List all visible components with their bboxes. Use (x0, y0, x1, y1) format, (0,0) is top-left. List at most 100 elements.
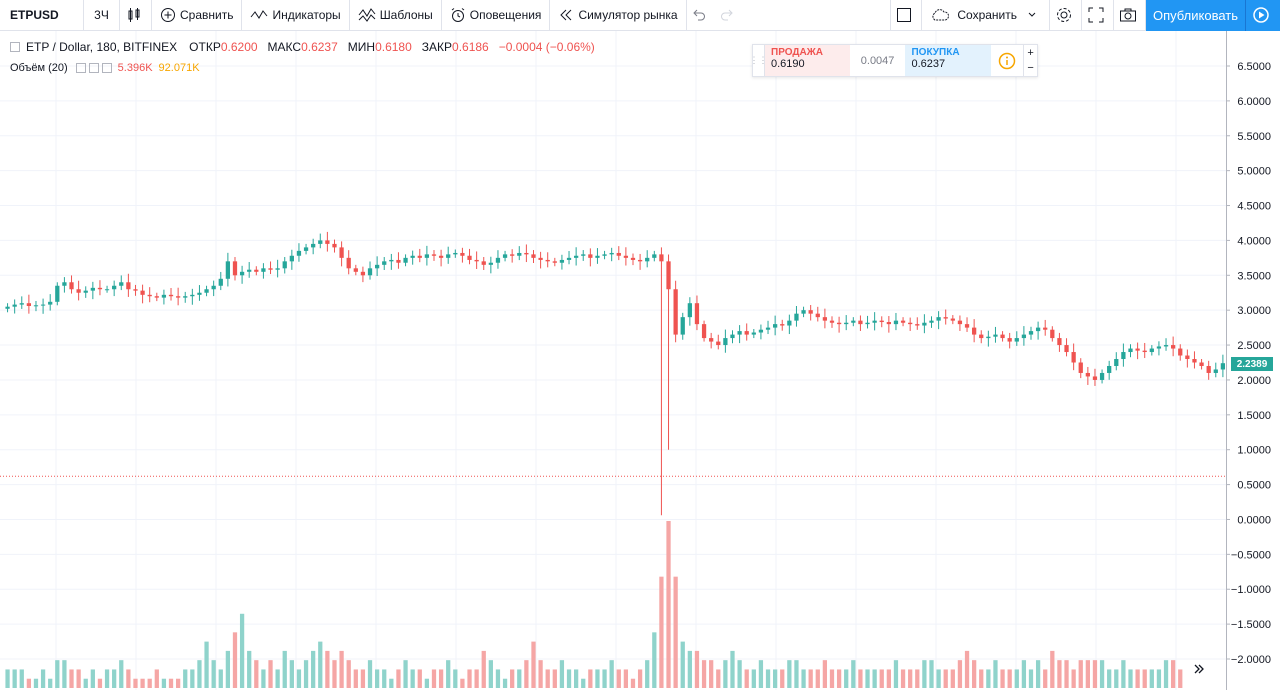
candle-body (801, 310, 806, 314)
minus-icon[interactable]: − (1027, 62, 1034, 75)
volume-bar (972, 660, 977, 688)
volume-bar (33, 678, 39, 688)
y-tick-label: −0.5000 (1231, 549, 1271, 561)
chart-type-button[interactable] (120, 0, 152, 31)
change-value: −0.0004 (−0.06%) (498, 40, 595, 54)
candle-body (147, 294, 152, 297)
candle-body (12, 304, 17, 307)
buy-button[interactable]: ПОКУПКА 0.6237 (905, 45, 992, 76)
replay-button[interactable]: Симулятор рынка (550, 0, 687, 31)
candle-body (417, 255, 422, 258)
snapshot-button[interactable] (1114, 0, 1146, 31)
candle-body (545, 259, 550, 262)
layout-button[interactable] (890, 0, 923, 31)
quantity-stepper[interactable]: + − (1023, 45, 1037, 76)
compare-label: Сравнить (180, 8, 234, 22)
volume-bar (1092, 660, 1098, 688)
volume-bar (360, 669, 366, 688)
sell-button[interactable]: ПРОДАЖА 0.6190 (765, 45, 850, 76)
publish-button[interactable]: Опубликовать (1146, 0, 1246, 31)
candle-body (559, 259, 565, 263)
candle-body (474, 259, 479, 262)
play-button[interactable] (1246, 0, 1280, 31)
candle-body (623, 255, 629, 258)
volume-bar (773, 669, 778, 688)
candle-body (630, 257, 636, 260)
settings-button[interactable] (1050, 0, 1082, 31)
candle-body (1220, 363, 1226, 370)
volume-bar (239, 613, 245, 688)
price-chart[interactable]: 6.5000 6.0000 5.5000 5.0000 4.5000 4.0000 3.50… (0, 31, 1280, 690)
candle-body (175, 296, 181, 298)
camera-icon (1119, 8, 1136, 22)
candle-body (829, 320, 835, 323)
candle-body (1185, 355, 1190, 360)
double-chevron-right-icon (1194, 664, 1204, 674)
volume-bar (794, 660, 799, 688)
candle-body (460, 252, 465, 256)
volume-bar (311, 650, 316, 688)
candle-body (382, 261, 387, 265)
candle-body (69, 282, 74, 290)
symbol-search-button[interactable]: ETPUSD (0, 0, 84, 31)
y-tick-label: 3.5000 (1237, 270, 1271, 282)
candle-body (339, 247, 344, 258)
collapse-legend-icon[interactable] (10, 42, 20, 52)
legend-symbol[interactable]: ETP / Dollar, 180, BITFINEX (26, 40, 178, 54)
eye-icon[interactable] (75, 63, 86, 73)
volume-bar (616, 669, 621, 688)
candle-body (538, 257, 543, 260)
alerts-button[interactable]: Оповещения (442, 0, 551, 31)
volume-bar (282, 650, 287, 688)
info-button[interactable] (991, 45, 1023, 76)
volume-bar (104, 669, 110, 688)
volume-bar (90, 669, 95, 688)
volume-indicator-name[interactable]: Объём (20) (10, 62, 68, 74)
templates-button[interactable]: Шаблоны (350, 0, 442, 31)
volume-bar (325, 650, 330, 688)
candle-body (389, 259, 394, 262)
redo-button[interactable] (715, 0, 743, 31)
volume-bar (97, 678, 103, 688)
compare-button[interactable]: Сравнить (152, 0, 243, 31)
candle-body (517, 252, 522, 256)
fullscreen-button[interactable] (1082, 0, 1114, 31)
volume-bar (609, 660, 614, 688)
scroll-to-realtime-button[interactable] (1188, 658, 1210, 680)
candle-body (637, 259, 643, 262)
cloud-icon (932, 9, 950, 21)
candle-body (140, 290, 145, 295)
volume-bar (467, 669, 472, 688)
volume-bar (908, 669, 913, 688)
volume-bar (175, 678, 181, 688)
candle-body (1178, 348, 1183, 356)
volume-bar (858, 669, 863, 688)
save-button[interactable]: Сохранить (922, 0, 1050, 31)
interval-button[interactable]: 3Ч (84, 0, 120, 31)
volume-bar (161, 678, 167, 688)
candle-body (403, 257, 408, 263)
candle-body (1199, 362, 1204, 366)
candle-body (467, 255, 472, 260)
volume-bar (62, 660, 67, 688)
undo-button[interactable] (687, 0, 715, 31)
volume-bar (595, 669, 600, 688)
volume-bar (19, 669, 24, 688)
candle-body (367, 268, 373, 276)
symbol-label: ETPUSD (10, 8, 59, 22)
candle-body (574, 255, 579, 258)
volume-bar (232, 632, 238, 688)
plus-icon[interactable]: + (1027, 46, 1034, 59)
indicators-button[interactable]: Индикаторы (242, 0, 350, 31)
volume-bar (836, 669, 842, 688)
volume-bar (808, 669, 813, 688)
candle-body (879, 320, 884, 323)
volume-value-2: 92.071K (158, 62, 200, 74)
close-icon[interactable] (101, 63, 112, 73)
drag-handle[interactable]: ⋮⋮ (750, 45, 768, 76)
candle-body (716, 341, 721, 346)
candle-body (1149, 348, 1154, 353)
volume-bar (55, 660, 60, 688)
gear-icon[interactable] (88, 63, 99, 73)
candle-body (1192, 359, 1197, 363)
